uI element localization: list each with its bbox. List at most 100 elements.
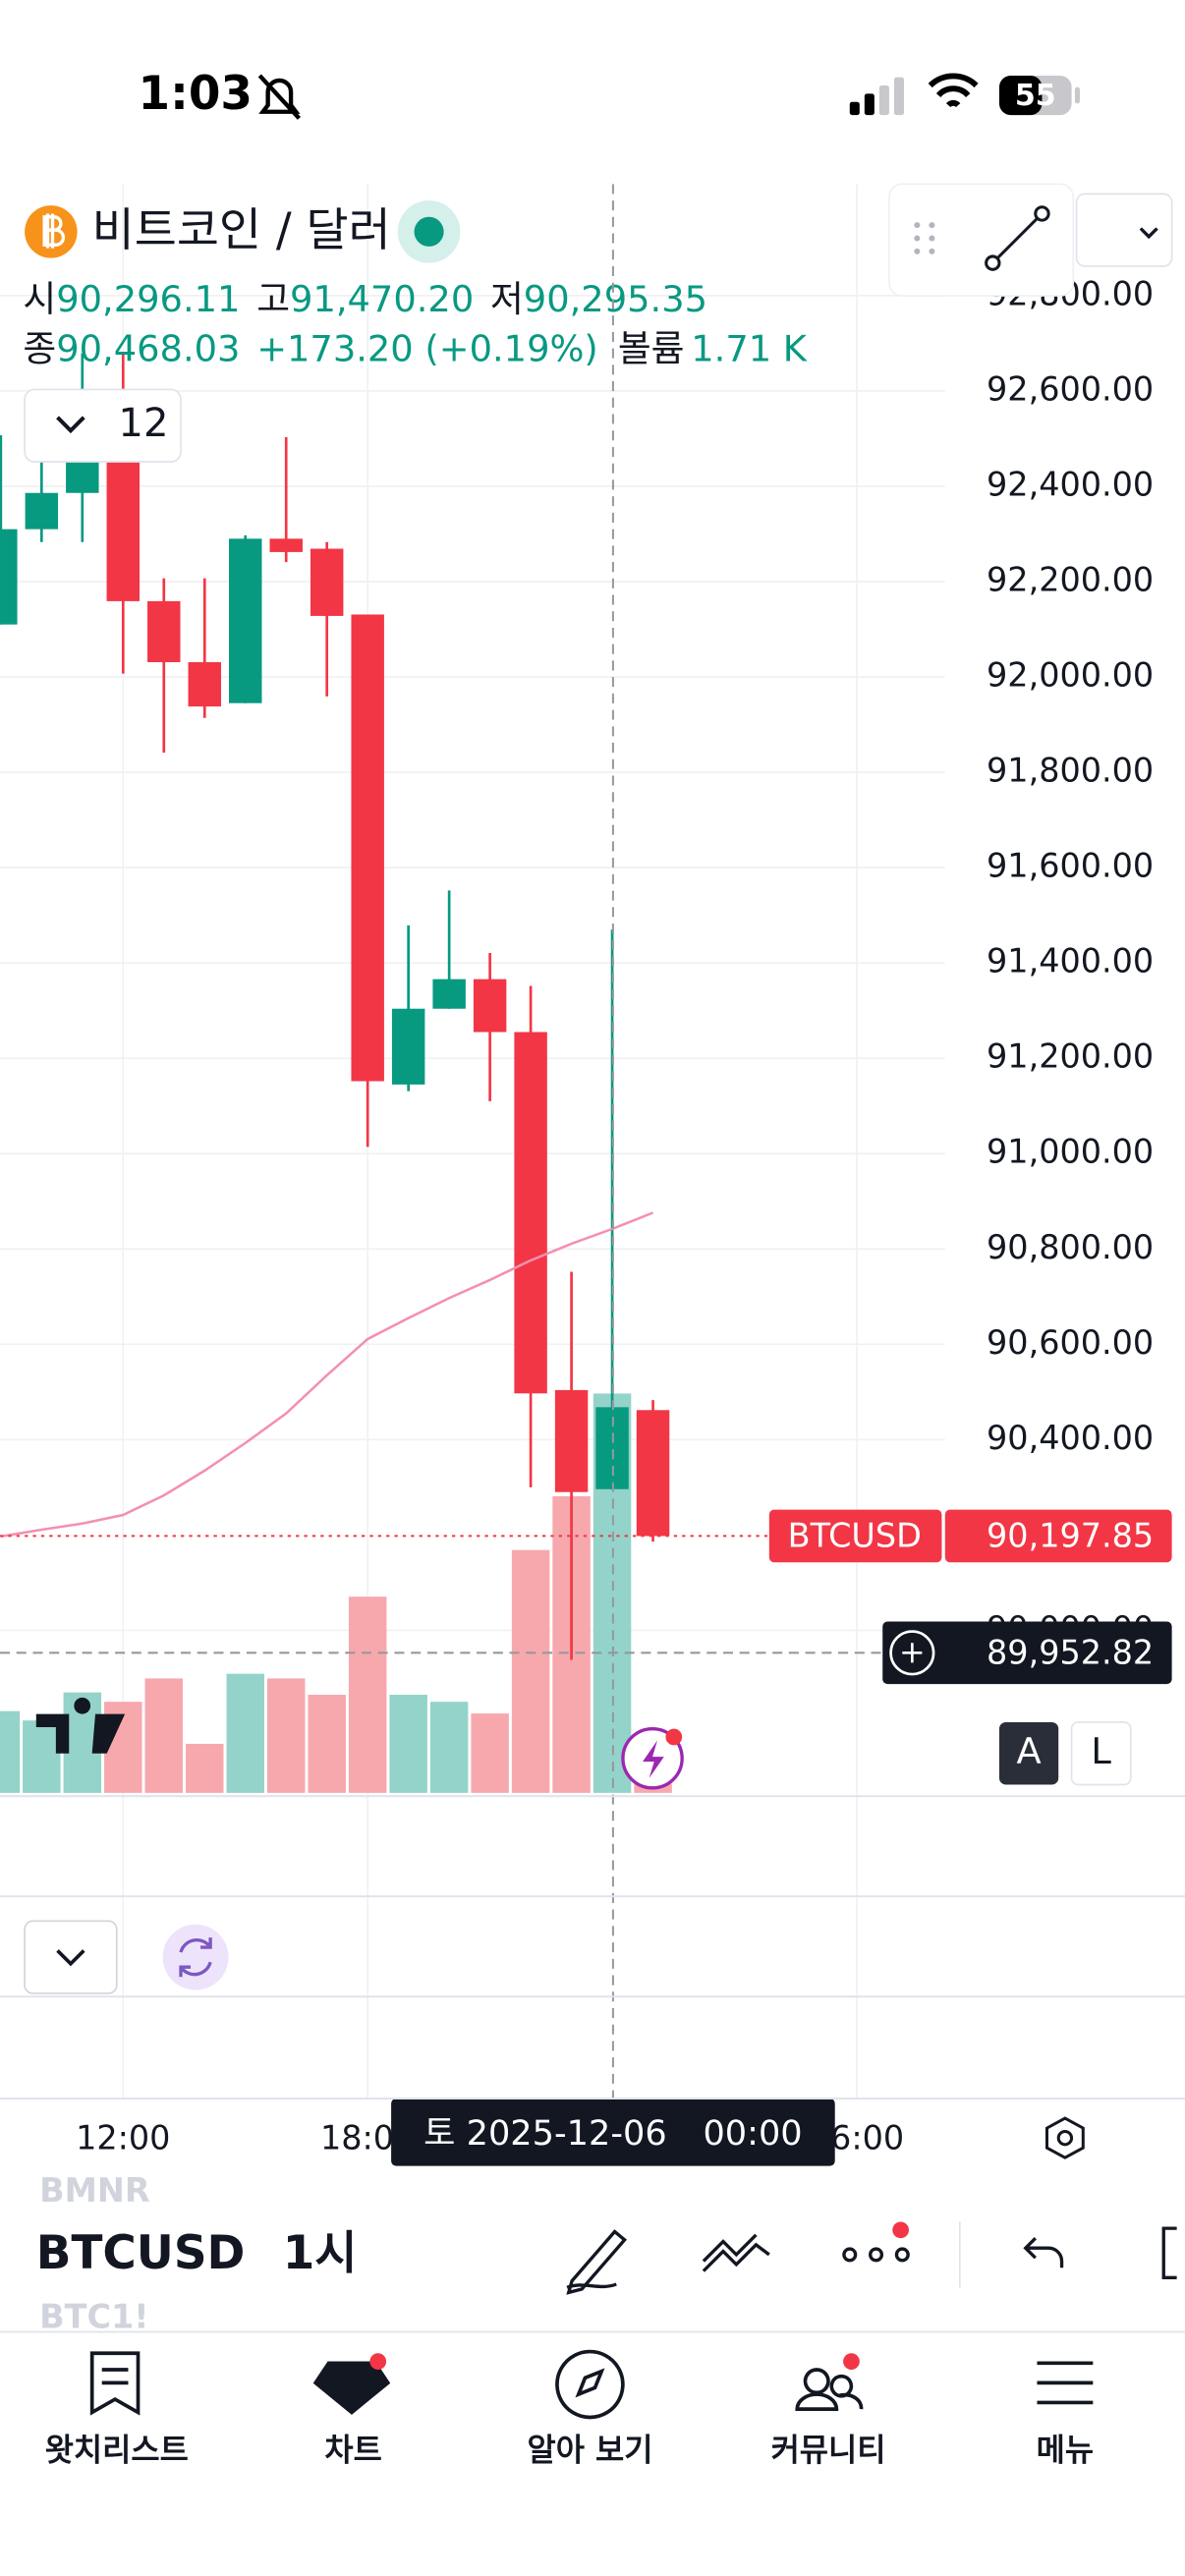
collapse-button[interactable]: [24, 1920, 118, 1994]
ohlc-value: 종: [23, 327, 56, 369]
indicators-icon[interactable]: [702, 2233, 770, 2272]
battery-level: [998, 75, 1043, 116]
trend-line-icon: [991, 212, 1044, 264]
settings-icon[interactable]: [1044, 2116, 1085, 2159]
wifi-icon: [928, 73, 979, 108]
status-time: 1:03: [139, 68, 253, 121]
ohlc-row: 시90,296.11 고91,470.20 저90,295.35: [23, 278, 707, 320]
collapse-chevron: [56, 1949, 85, 1967]
drag-dot: [929, 235, 935, 242]
ohlc-value: 시: [23, 278, 56, 320]
candle-body: [147, 600, 181, 662]
tab-icon[interactable]: [795, 2368, 864, 2411]
candle-body: [351, 614, 384, 1082]
y-tick-label: 91,400.00: [987, 942, 1154, 980]
y-tick-label: 92,200.00: [987, 560, 1154, 598]
candle-body: [473, 979, 507, 1033]
ohlc-value: 90,295.35: [524, 278, 707, 320]
candle-body: [0, 529, 18, 625]
volume-bar: [186, 1743, 224, 1793]
crosshair-time: 00:00: [703, 2113, 802, 2154]
drag-dot: [914, 248, 921, 254]
tab-label[interactable]: 차트: [324, 2434, 381, 2469]
candle-body: [25, 492, 59, 530]
tab-icon[interactable]: [555, 2349, 625, 2420]
candle-body: [310, 548, 344, 616]
tab-icon[interactable]: [89, 2351, 141, 2416]
refresh-button[interactable]: [162, 1924, 229, 1990]
market-status-dot: [414, 216, 444, 247]
bitcoin-glyph: [42, 213, 65, 249]
more-dot[interactable]: [842, 2247, 858, 2263]
prev-symbol: BMNR: [39, 2171, 150, 2210]
price-tag: [944, 1509, 1172, 1563]
more-dot[interactable]: [869, 2247, 884, 2263]
y-tick-label: 90,800.00: [987, 1228, 1154, 1266]
tab-label[interactable]: 커뮤니티: [771, 2434, 886, 2469]
notification-dot: [665, 1728, 683, 1746]
trend-line-end: [1034, 205, 1050, 222]
ohlc-value: 1.71 K: [691, 327, 808, 369]
ohlc-value: 저: [490, 278, 524, 320]
drawing-toolbar[interactable]: [888, 183, 1075, 297]
crosshair-price-text: 89,952.82: [987, 1633, 1154, 1671]
fullscreen-icon[interactable]: [1161, 2226, 1177, 2279]
candle-body: [229, 538, 262, 703]
scale-button-text: L: [1091, 1730, 1111, 1772]
x-tick-label: 12:00: [76, 2118, 170, 2156]
volume-bar: [266, 1678, 306, 1793]
crosshair-day: 토 2025-12-06: [423, 2113, 666, 2154]
crosshair-time-text: 토 2025-12-06 00:00: [423, 2113, 802, 2154]
candle-body: [636, 1410, 670, 1537]
tab-icon[interactable]: [1037, 2361, 1094, 2405]
undo-icon[interactable]: [1023, 2236, 1064, 2268]
silent-icon: [257, 74, 302, 120]
dropdown-box[interactable]: [1075, 193, 1173, 267]
draw-icon[interactable]: [566, 2229, 627, 2295]
symbol-name: 비트코인 / 달러: [92, 204, 391, 257]
next-symbol: BTC1!: [39, 2298, 148, 2336]
scale-button[interactable]: [1070, 1721, 1132, 1786]
y-tick-label: 90,600.00: [987, 1323, 1154, 1362]
ohlc-value: 고: [256, 278, 290, 320]
tradingview-logo: [35, 1697, 126, 1754]
y-tick-label: 91,800.00: [987, 752, 1154, 790]
volume-bar: [308, 1695, 346, 1793]
more-badge: [892, 2221, 909, 2239]
drag-dot: [914, 222, 921, 229]
signal-bar: [893, 77, 904, 116]
ohlc-row: 종90,468.03 +173.20 (+0.19%) 볼륨 1.71 K: [23, 327, 807, 369]
tab-label[interactable]: 알아 보기: [528, 2434, 653, 2469]
interval-button[interactable]: 1시: [283, 2227, 358, 2280]
tab-icon[interactable]: [312, 2361, 391, 2415]
drag-dot: [929, 248, 935, 254]
volume-bar: [23, 1720, 61, 1793]
tab-label[interactable]: 메뉴: [1037, 2434, 1094, 2469]
candle-body: [432, 979, 466, 1009]
y-tick-label: 90,400.00: [987, 1419, 1154, 1457]
tab-label[interactable]: 왓치리스트: [45, 2434, 189, 2469]
symbol-button[interactable]: BTCUSD: [36, 2227, 246, 2280]
drag-dot: [914, 235, 921, 242]
more-dot[interactable]: [894, 2247, 910, 2263]
scale-button[interactable]: [998, 1721, 1059, 1785]
price-tag-text: 90,197.85: [987, 1517, 1154, 1555]
tab-badge: [843, 2353, 860, 2370]
ohlc-value: 91,470.20: [290, 278, 474, 320]
y-tick-label: 92,000.00: [987, 656, 1154, 695]
volume-bar: [429, 1702, 469, 1793]
tab-badge: [369, 2353, 387, 2370]
volume-bar: [144, 1678, 184, 1793]
indicator-toggle[interactable]: 12: [24, 388, 182, 463]
y-tick-label: 92,400.00: [987, 465, 1154, 503]
indicator-count: 12: [118, 401, 168, 446]
refresh-icon: [179, 1937, 212, 1978]
add-alert-icon[interactable]: [889, 1630, 935, 1676]
battery-tip: [1074, 86, 1080, 104]
ohlc-value: 90,296.11: [56, 278, 240, 320]
ohlc-value: +173.20 (+0.19%): [256, 327, 598, 369]
candle-body: [391, 1008, 425, 1085]
signal-bar: [878, 84, 889, 116]
